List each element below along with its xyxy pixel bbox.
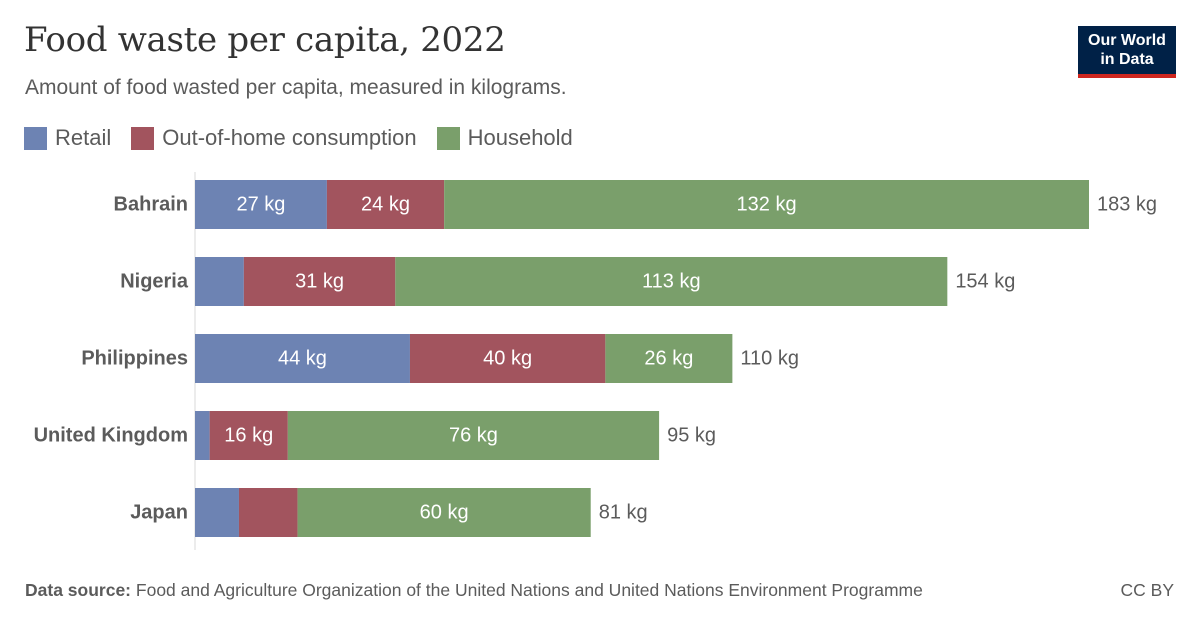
bar-philippines-retail[interactable]: [195, 334, 410, 383]
logo-line-2: in Data: [1100, 51, 1154, 68]
bar-label-nigeria-out-of-home-consumption: 31 kg: [295, 271, 344, 293]
legend-label-out-of-home: Out-of-home consumption: [162, 125, 417, 150]
bar-label-united-kingdom-household: 76 kg: [449, 425, 498, 447]
bar-bahrain-household[interactable]: [444, 180, 1089, 229]
bar-nigeria-household[interactable]: [395, 257, 948, 306]
owid-logo[interactable]: Our World in Data: [1078, 26, 1176, 78]
bar-united-kingdom-retail[interactable]: [195, 411, 210, 460]
chart-subtitle: Amount of food wasted per capita, measur…: [25, 76, 567, 99]
logo-line-1: Our World: [1088, 32, 1166, 49]
data-source-label: Data source:: [25, 580, 132, 600]
bar-bahrain-out-of-home-consumption[interactable]: [326, 180, 445, 229]
bar-nigeria-out-of-home-consumption[interactable]: [243, 257, 396, 306]
stacked-bar-chart: Bahrain 27 kg 24 kg 132 kg 183 kg Nigeria 31 k…: [34, 172, 1157, 550]
legend-label-retail: Retail: [55, 125, 112, 150]
bar-label-bahrain-retail: 27 kg: [236, 194, 285, 216]
bar-united-kingdom-out-of-home-consumption[interactable]: [209, 411, 288, 460]
category-label-united-kingdom: United Kingdom: [34, 425, 188, 447]
data-source-note: Data source: Food and Agriculture Organi…: [25, 580, 923, 601]
bar-label-philippines-retail: 44 kg: [278, 348, 327, 370]
data-source-text[interactable]: Food and Agriculture Organization of the…: [135, 580, 923, 600]
bar-bahrain-retail[interactable]: [195, 180, 327, 229]
legend-item-out-of-home[interactable]: Out-of-home consumption: [131, 125, 417, 151]
category-label-japan: Japan: [130, 502, 188, 524]
bar-label-philippines-household: 26 kg: [644, 348, 693, 370]
bar-label-bahrain-out-of-home-consumption: 24 kg: [361, 194, 410, 216]
legend-label-household: Household: [467, 125, 573, 150]
legend-item-retail[interactable]: Retail: [24, 125, 111, 151]
category-label-philippines: Philippines: [81, 348, 188, 370]
bar-philippines-household[interactable]: [605, 334, 733, 383]
bar-japan-household[interactable]: [297, 488, 591, 537]
legend-swatch-out-of-home: [131, 126, 155, 150]
bar-label-bahrain-household: 132 kg: [737, 194, 797, 216]
bar-label-united-kingdom-out-of-home-consumption: 16 kg: [224, 425, 273, 447]
legend-swatch-household: [436, 126, 460, 150]
license-label[interactable]: CC BY: [1120, 580, 1174, 600]
legend-item-household[interactable]: Household: [436, 125, 573, 151]
bar-philippines-out-of-home-consumption[interactable]: [409, 334, 606, 383]
bar-label-nigeria-household: 113 kg: [642, 271, 701, 293]
bar-united-kingdom-household[interactable]: [287, 411, 660, 460]
category-label-nigeria: Nigeria: [120, 271, 189, 293]
total-label-japan: 81 kg: [599, 502, 648, 524]
legend-swatch-retail: [24, 126, 47, 150]
chart-legend: Retail Out-of-home consumption Household: [24, 124, 593, 152]
bar-japan-out-of-home-consumption[interactable]: [238, 488, 298, 537]
total-label-philippines: 110 kg: [740, 348, 799, 370]
chart-title: Food waste per capita, 2022: [24, 20, 506, 60]
bar-label-philippines-out-of-home-consumption: 40 kg: [483, 348, 532, 370]
bar-nigeria-retail[interactable]: [195, 257, 244, 306]
total-label-bahrain: 183 kg: [1097, 194, 1157, 216]
total-label-united-kingdom: 95 kg: [667, 425, 716, 447]
category-label-bahrain: Bahrain: [114, 194, 188, 216]
bar-japan-retail[interactable]: [195, 488, 239, 537]
total-label-nigeria: 154 kg: [955, 271, 1015, 293]
bar-label-japan-household: 60 kg: [420, 502, 469, 524]
